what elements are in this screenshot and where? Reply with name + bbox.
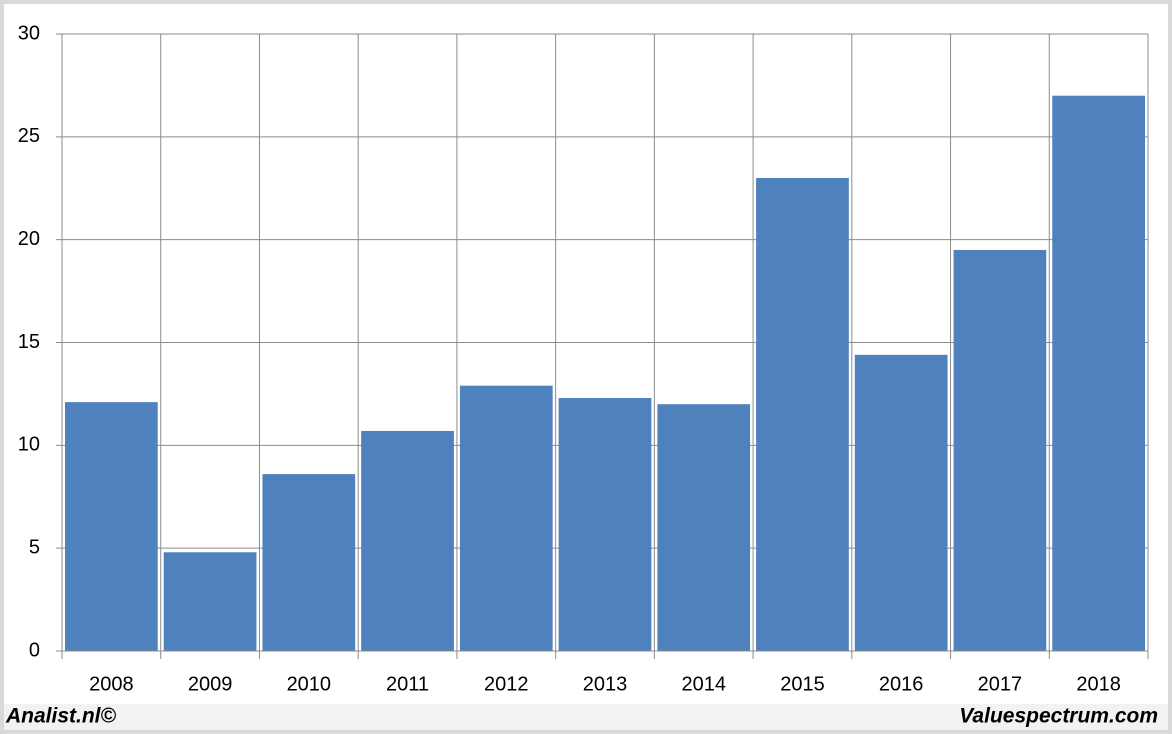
footer-left: Analist.nl©	[5, 705, 117, 728]
x-tick-label: 2015	[780, 673, 825, 695]
y-tick-label: 0	[29, 639, 40, 661]
x-tick-label: 2017	[978, 673, 1023, 695]
bar	[756, 177, 849, 651]
y-tick-label: 15	[18, 331, 40, 353]
bar	[163, 552, 257, 651]
bar	[1052, 95, 1145, 651]
y-tick-label: 30	[18, 22, 40, 44]
x-tick-label: 2009	[188, 673, 233, 695]
x-tick-label: 2016	[879, 673, 924, 695]
bar	[262, 474, 356, 651]
y-tick-label: 5	[29, 536, 40, 558]
y-tick-label: 20	[18, 228, 40, 250]
x-tick-label: 2013	[583, 673, 628, 695]
x-tick-label: 2010	[287, 673, 332, 695]
x-tick-label: 2011	[386, 673, 429, 695]
x-tick-label: 2008	[89, 673, 134, 695]
bar	[657, 404, 751, 651]
x-tick-label: 2014	[681, 673, 726, 695]
bar	[854, 354, 948, 651]
bar	[558, 398, 652, 651]
x-tick-label: 2012	[484, 673, 529, 695]
footer-bar	[4, 704, 1168, 730]
bar	[361, 430, 454, 651]
bar	[953, 249, 1047, 651]
bar	[459, 385, 553, 651]
y-tick-label: 25	[18, 125, 40, 147]
y-tick-label: 10	[18, 434, 40, 456]
bar	[65, 402, 158, 651]
x-tick-label: 2018	[1076, 673, 1121, 695]
footer-right: Valuespectrum.com	[959, 705, 1158, 728]
